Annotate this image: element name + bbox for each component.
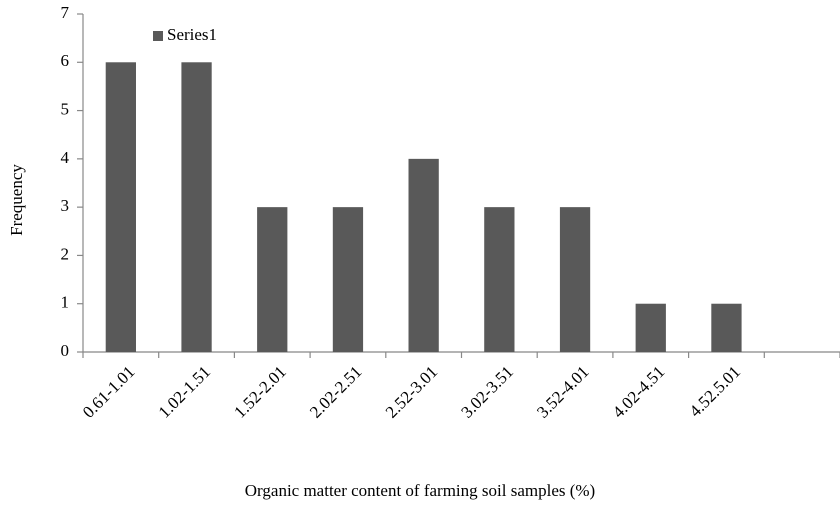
legend-swatch bbox=[153, 31, 163, 41]
x-tick-label: 2.52-3.01 bbox=[382, 362, 442, 422]
x-tick-label: 4.52.5.01 bbox=[686, 362, 745, 421]
x-tick-label: 3.02-3.51 bbox=[457, 362, 517, 422]
bar bbox=[484, 207, 515, 352]
y-tick-label: 5 bbox=[61, 99, 70, 118]
y-tick-label: 1 bbox=[61, 293, 70, 312]
bar bbox=[559, 207, 591, 352]
x-axis-title: Organic matter content of farming soil s… bbox=[245, 481, 595, 500]
bar bbox=[257, 207, 288, 352]
x-tick-label: 4.02-4.51 bbox=[609, 362, 669, 422]
x-tick-label: 1.52-2.01 bbox=[230, 362, 290, 422]
y-tick-label: 3 bbox=[61, 196, 70, 215]
y-axis-title: Frequency bbox=[7, 164, 26, 236]
bar bbox=[181, 62, 212, 353]
bar bbox=[332, 207, 364, 352]
legend-label: Series1 bbox=[167, 25, 217, 44]
bar bbox=[408, 158, 439, 352]
y-tick-label: 4 bbox=[61, 148, 70, 167]
x-tick-label: 1.02-1.51 bbox=[155, 362, 215, 422]
x-tick-label: 0.61-1.01 bbox=[79, 362, 139, 422]
y-tick-label: 7 bbox=[61, 3, 70, 22]
bar bbox=[711, 303, 742, 352]
y-tick-label: 6 bbox=[61, 51, 70, 70]
y-tick-label: 2 bbox=[61, 244, 70, 263]
y-tick-label: 0 bbox=[61, 341, 70, 360]
bar bbox=[105, 62, 136, 353]
x-tick-label: 2.02-2.51 bbox=[306, 362, 366, 422]
x-tick-label: 3.52-4.01 bbox=[533, 362, 593, 422]
bar bbox=[635, 303, 666, 352]
